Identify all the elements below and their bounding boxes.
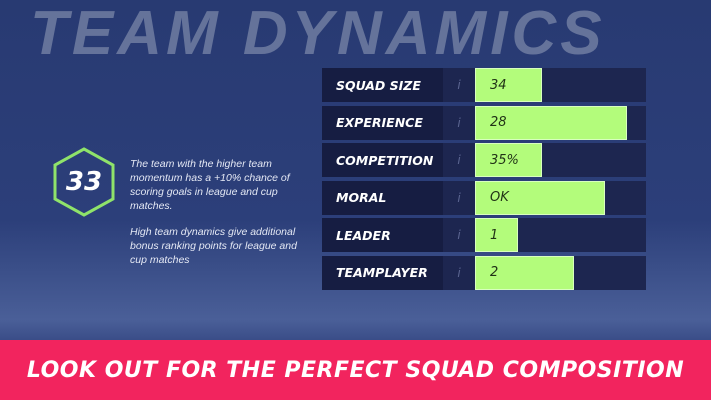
- stat-label: SQUAD SIZE: [322, 68, 443, 102]
- description: The team with the higher team momentum h…: [130, 157, 315, 267]
- info-icon[interactable]: i: [457, 78, 461, 92]
- stat-bar: 35%: [475, 143, 542, 178]
- stat-row: COMPETITION i 35%: [322, 143, 646, 178]
- description-bonus: High team dynamics give additional bonus…: [130, 226, 297, 266]
- stat-bar: 1: [475, 218, 518, 253]
- stat-row: LEADER i 1: [322, 218, 646, 253]
- description-momentum: The team with the higher team momentum h…: [130, 158, 290, 212]
- stat-bar-track: 34: [475, 68, 646, 102]
- stats-table: SQUAD SIZE i 34 EXPERIENCE i 28 COMPETITIO…: [322, 68, 646, 294]
- stat-label: TEAMPLAYER: [322, 255, 443, 290]
- page-title: TEAM DYNAMICS: [30, 0, 606, 68]
- stat-bar: 34: [475, 68, 542, 102]
- stat-row: MORAL i OK: [322, 180, 646, 215]
- hexagon-icon: [53, 147, 115, 217]
- stat-bar-track: 1: [475, 218, 646, 253]
- stat-row: EXPERIENCE i 28: [322, 105, 646, 140]
- stat-label: LEADER: [322, 218, 443, 253]
- score-value: 33: [65, 167, 103, 197]
- info-icon[interactable]: i: [457, 115, 461, 130]
- stat-label: MORAL: [322, 180, 443, 215]
- stat-bar-track: 2: [475, 255, 646, 290]
- stat-row: SQUAD SIZE i 34: [322, 68, 646, 102]
- stat-label: EXPERIENCE: [322, 105, 443, 140]
- team-dynamics-score-badge: 33: [52, 146, 116, 218]
- info-icon[interactable]: i: [457, 265, 461, 280]
- info-icon[interactable]: i: [457, 190, 461, 205]
- stat-bar: 28: [475, 105, 628, 140]
- info-icon[interactable]: i: [457, 153, 461, 168]
- stat-row: TEAMPLAYER i 2: [322, 255, 646, 290]
- stat-bar: OK: [475, 180, 605, 215]
- promo-banner: LOOK OUT FOR THE PERFECT SQUAD COMPOSITI…: [0, 340, 711, 400]
- stat-bar: 2: [475, 255, 575, 290]
- stat-bar-track: 28: [475, 105, 646, 140]
- stat-label: COMPETITION: [322, 143, 443, 178]
- info-icon[interactable]: i: [457, 228, 461, 243]
- stat-bar-track: 35%: [475, 143, 646, 178]
- stat-bar-track: OK: [475, 180, 646, 215]
